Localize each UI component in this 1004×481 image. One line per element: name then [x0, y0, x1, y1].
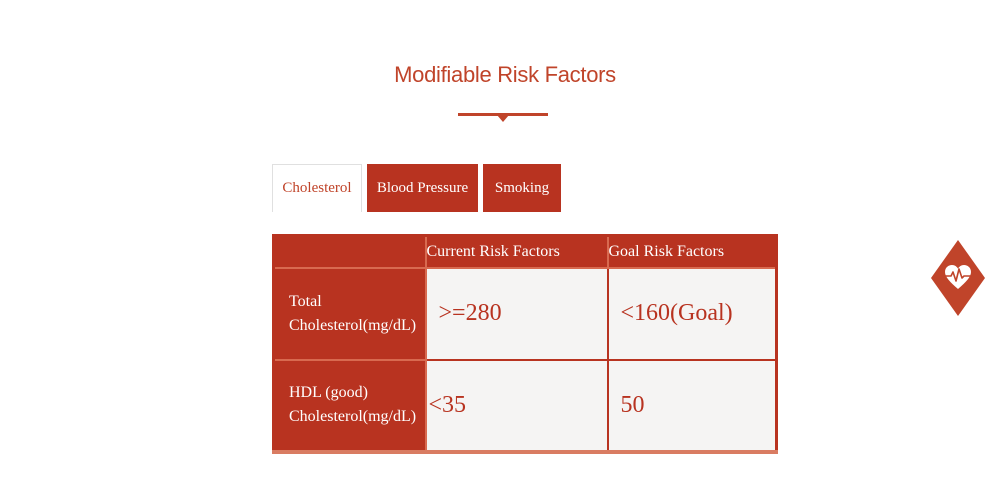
- cell-goal-total: <160(Goal): [607, 267, 777, 361]
- row-label-total-cholesterol: Total Cholesterol(mg/dL): [273, 267, 427, 361]
- section-title: Modifiable Risk Factors: [394, 62, 616, 87]
- row-label-hdl: HDL (good) Cholesterol(mg/dL): [273, 359, 427, 453]
- row-label-line: Cholesterol(mg/dL): [289, 316, 417, 334]
- table-header-current: Current Risk Factors: [425, 235, 609, 269]
- row-label-line: Cholesterol(mg/dL): [289, 408, 417, 425]
- tab-bar: Cholesterol Blood Pressure Smoking: [272, 164, 561, 212]
- row-label-line: Total: [289, 292, 322, 310]
- tab-cholesterol[interactable]: Cholesterol: [272, 164, 362, 212]
- table-row: HDL (good) Cholesterol(mg/dL) <35 50: [273, 359, 777, 453]
- row-label-line: HDL (good): [289, 384, 368, 401]
- title-divider: [458, 113, 548, 116]
- cell-goal-hdl: 50: [607, 359, 777, 453]
- cell-current-total: >=280: [425, 267, 609, 361]
- cell-current-hdl: <35: [425, 359, 609, 453]
- tab-blood-pressure[interactable]: Blood Pressure: [367, 164, 478, 212]
- table-row: Total Cholesterol(mg/dL) >=280 <160(Goal…: [273, 267, 777, 361]
- table-header-goal: Goal Risk Factors: [607, 235, 777, 269]
- table-header-row: Current Risk Factors Goal Risk Factors: [273, 235, 777, 269]
- title-caret-icon: [497, 115, 509, 122]
- table-header-empty: [273, 235, 427, 269]
- heart-pulse-icon[interactable]: [931, 240, 985, 316]
- risk-factors-table: Current Risk Factors Goal Risk Factors T…: [272, 234, 778, 454]
- tab-smoking[interactable]: Smoking: [483, 164, 561, 212]
- heart-badge-svg: [931, 240, 985, 316]
